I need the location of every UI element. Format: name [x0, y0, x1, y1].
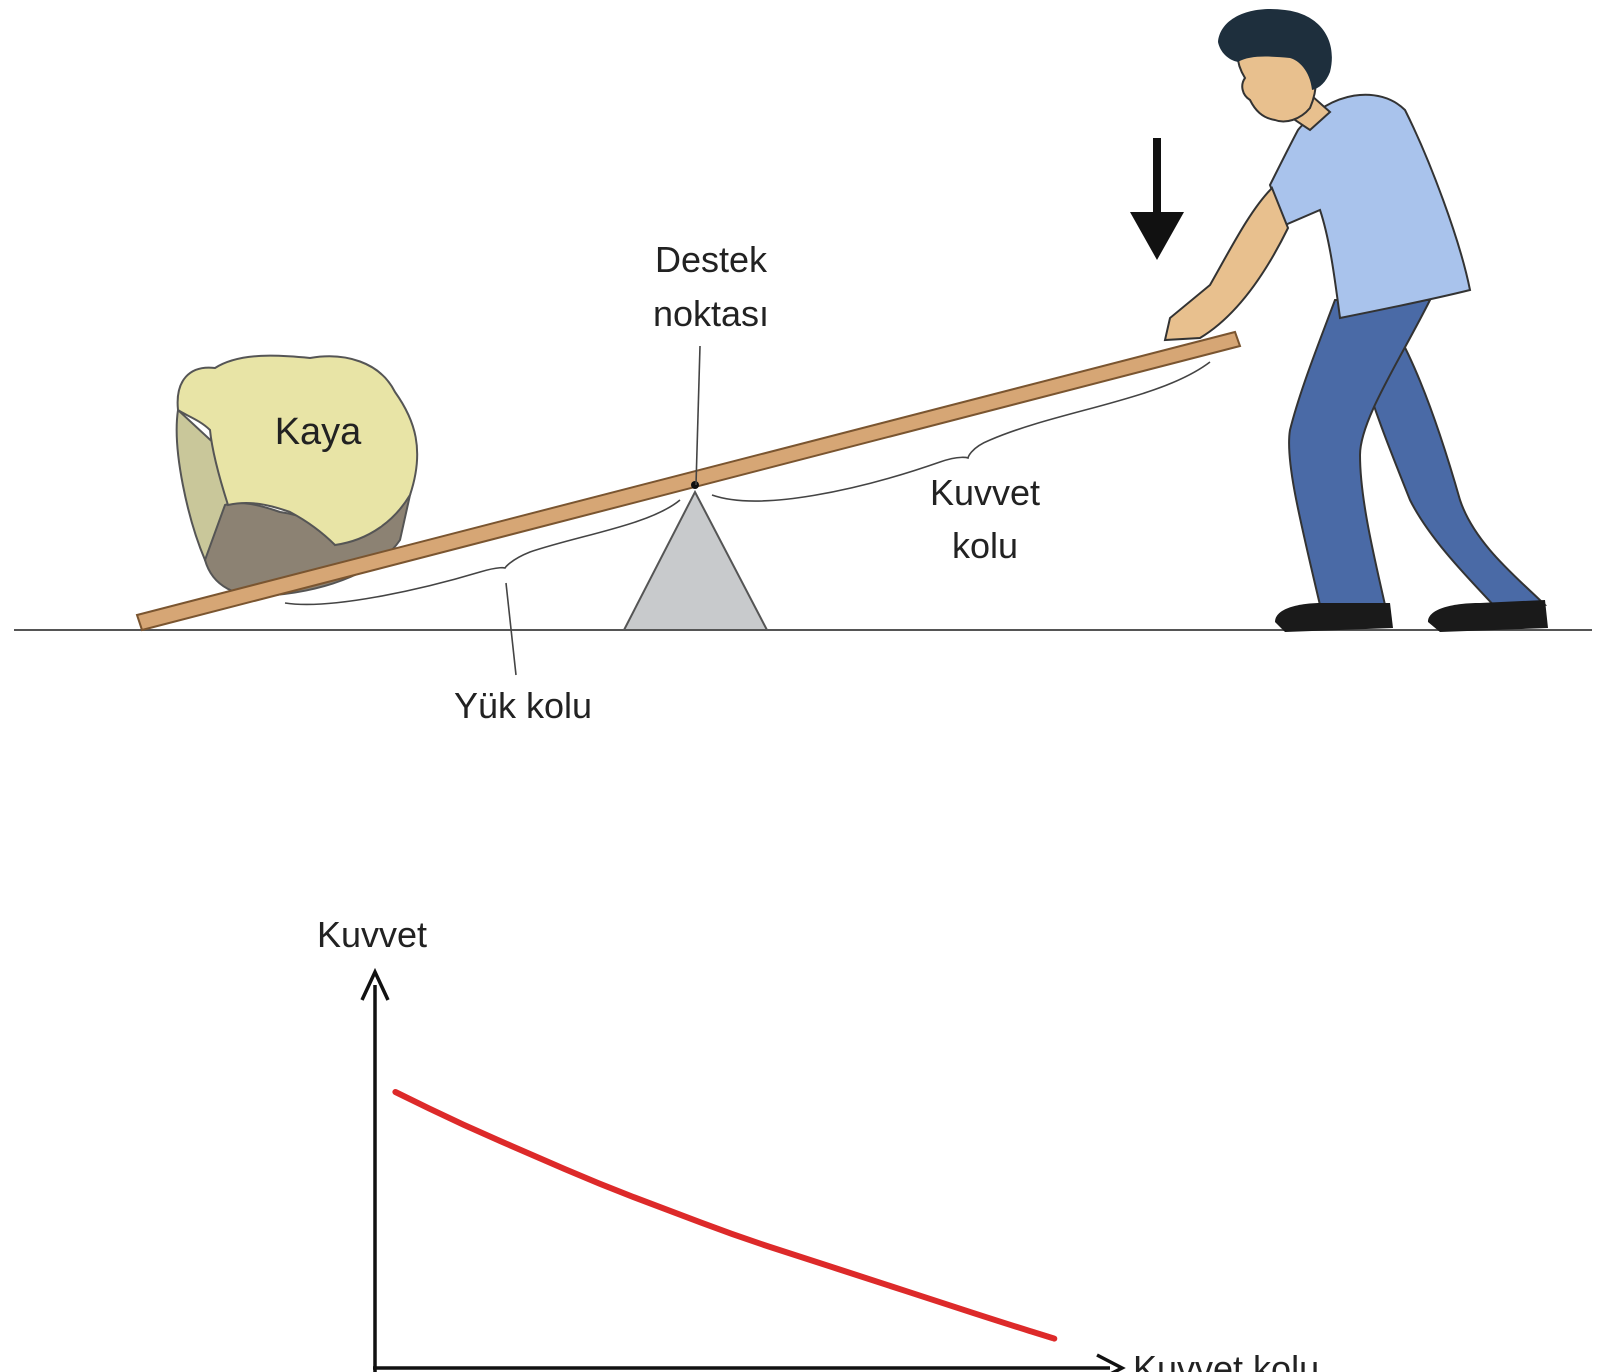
load-arm-leader-line	[505, 582, 517, 676]
fulcrum-icon	[622, 489, 769, 631]
person-icon	[1163, 8, 1548, 632]
effort-arm-label-line2: kolu	[952, 525, 1018, 566]
y-axis-label: Kuvvet	[317, 914, 427, 955]
effort-arm-brace	[711, 361, 1211, 502]
lever-plank	[135, 330, 1242, 632]
chart-series	[392, 1089, 1058, 1342]
fulcrum-leader-line	[695, 345, 701, 486]
effort-arm-label-line1: Kuvvet	[930, 472, 1040, 513]
x-axis-label: Kuvvet kolu	[1133, 1348, 1319, 1372]
y-axis-arrowhead	[360, 967, 390, 1001]
load-arm-label: Yük kolu	[454, 685, 592, 726]
force-arrow-icon	[1130, 138, 1184, 260]
fulcrum-point	[691, 481, 699, 489]
x-axis-arrowhead	[1096, 1353, 1126, 1372]
series-line-0	[392, 1089, 1058, 1342]
fulcrum-label-line2: noktası	[653, 293, 769, 334]
fulcrum-label-line1: Destek	[655, 239, 768, 280]
load-arm-brace	[284, 499, 681, 606]
chart-axes	[360, 967, 1126, 1372]
rock-label: Kaya	[275, 411, 362, 453]
